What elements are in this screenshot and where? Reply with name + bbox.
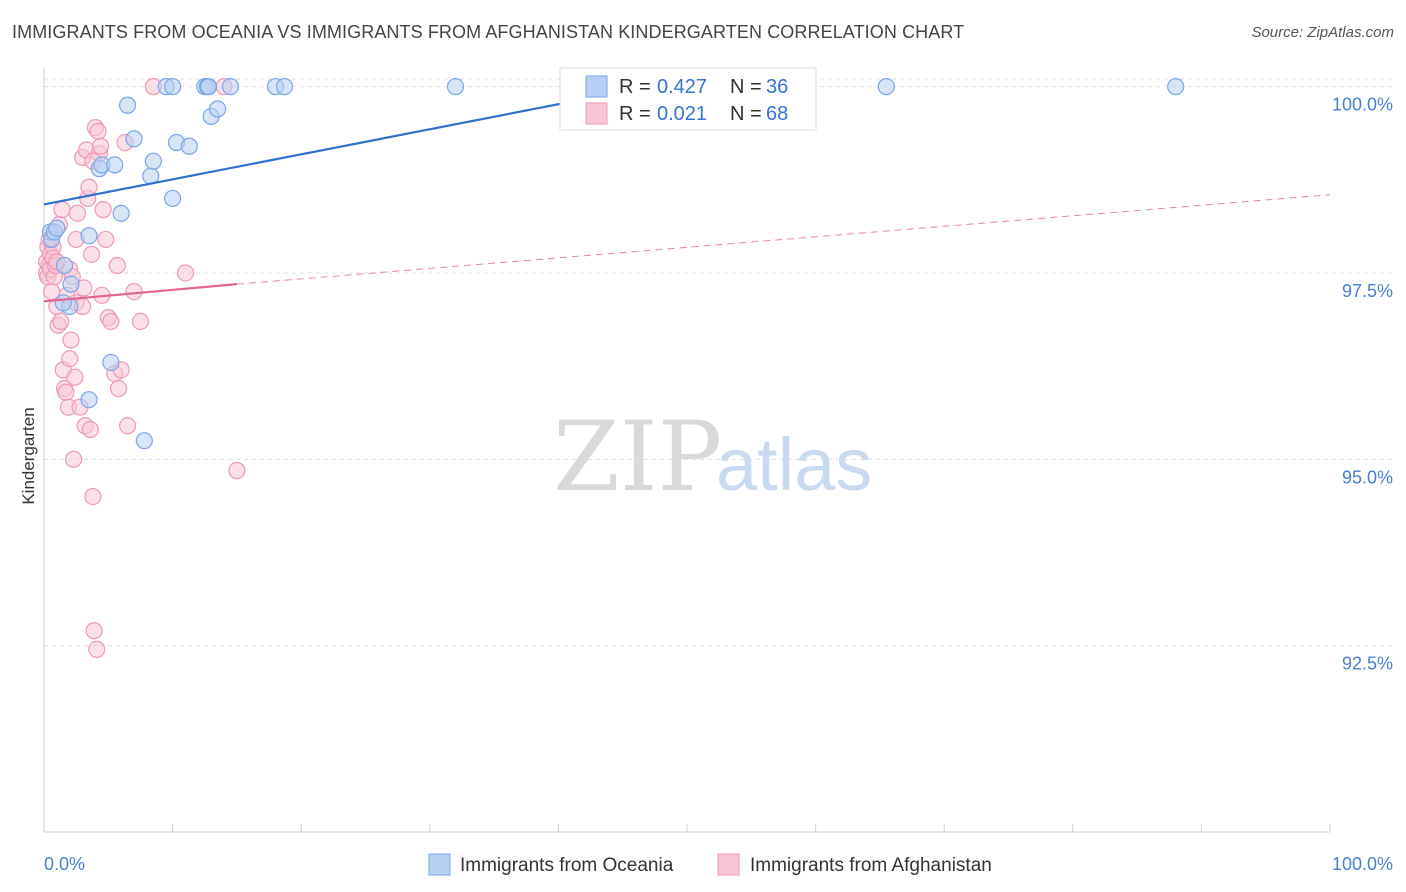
afghanistan-point-30 [68, 204, 87, 222]
bottom-legend-swatch-oceania [428, 853, 451, 876]
y-tick-label-2: 95.0% [1342, 467, 1393, 487]
afghanistan-point-59 [131, 312, 150, 331]
afghanistan-point-41 [84, 487, 102, 506]
afghanistan-point-48 [94, 201, 112, 219]
afghanistan-point-22 [61, 350, 79, 368]
oceania-point-34 [102, 353, 120, 372]
afghanistan-point-51 [102, 312, 120, 331]
y-tick-label-1: 97.5% [1342, 281, 1393, 301]
afghanistan-point-16 [53, 201, 71, 219]
afghanistan-point-58 [125, 283, 143, 301]
afghanistan-point-15 [52, 312, 70, 331]
oceania-point-30 [446, 78, 465, 96]
x-tick-label-min: 0.0% [44, 854, 85, 874]
afghanistan-point-26 [64, 450, 83, 468]
afghanistan-point-45 [89, 122, 107, 140]
series-afghanistan-points [37, 78, 246, 658]
afghanistan-point-38 [80, 178, 98, 196]
watermark-zip: ZIP [553, 401, 722, 513]
oceania-point-4 [55, 256, 74, 275]
stats-legend: R = 0.427 N = 36 R = 0.021 N = 68 [559, 67, 817, 131]
oceania-point-27 [221, 78, 240, 96]
afghanistan-point-63 [228, 461, 246, 480]
legend-swatch-oceania [585, 75, 608, 98]
legend-swatch-afghanistan [585, 102, 608, 125]
oceania-point-33 [80, 391, 98, 409]
oceania-point-14 [135, 432, 153, 450]
legend-oceania-n-value: 36 [766, 76, 788, 98]
afghanistan-point-40 [82, 245, 101, 263]
afghanistan-point-47 [91, 137, 110, 155]
y-axis-label: Kindergarten [19, 407, 38, 504]
bottom-legend-swatch-afghanistan [717, 853, 740, 876]
legend-oceania-n-label: N = [730, 76, 762, 98]
afghanistan-trend-line [43, 283, 237, 303]
afghanistan-point-54 [109, 379, 128, 398]
x-ticks [43, 824, 1331, 832]
afghanistan-point-53 [108, 256, 126, 275]
y-tick-labels: 100.0% 97.5% 95.0% 92.5% [1332, 95, 1393, 674]
series-oceania-points [41, 78, 1185, 450]
watermark-atlas: atlas [716, 423, 872, 506]
oceania-point-26 [209, 100, 227, 118]
legend-afghanistan-r-value: 0.021 [657, 103, 707, 125]
chart-title: IMMIGRANTS FROM OCEANIA VS IMMIGRANTS FR… [12, 22, 965, 42]
legend-afghanistan-r-label: R = [619, 103, 651, 125]
bottom-legend-label-afghanistan: Immigrants from Afghanistan [750, 855, 992, 876]
oceania-point-21 [180, 137, 198, 155]
afghanistan-point-39 [81, 420, 99, 439]
oceania-point-19 [164, 189, 182, 208]
afghanistan-point-44 [88, 640, 106, 658]
legend-afghanistan-n-value: 68 [766, 103, 788, 125]
oceania-point-6 [62, 275, 80, 293]
oceania-point-29 [275, 78, 294, 96]
afghanistan-point-57 [118, 417, 137, 435]
legend-oceania-r-label: R = [619, 76, 651, 98]
oceania-point-16 [144, 152, 162, 170]
afghanistan-point-49 [97, 230, 115, 249]
afghanistan-point-19 [57, 383, 75, 401]
oceania-point-11 [112, 204, 130, 222]
legend-oceania-r-value: 0.427 [657, 76, 707, 98]
afghanistan-point-61 [176, 264, 195, 282]
source-credit: Source: ZipAtlas.com [1251, 24, 1394, 41]
oceania-point-18 [164, 78, 182, 96]
oceania-point-31 [877, 78, 895, 96]
oceania-point-24 [200, 78, 218, 96]
y-tick-label-0: 100.0% [1332, 95, 1393, 115]
bottom-legend: Immigrants from Oceania Immigrants from … [428, 853, 992, 876]
afghanistan-point-27 [66, 368, 84, 386]
oceania-point-32 [1167, 78, 1185, 96]
oceania-point-12 [118, 96, 137, 114]
y-tick-label-3: 92.5% [1342, 654, 1393, 674]
bottom-legend-label-oceania: Immigrants from Oceania [460, 855, 674, 876]
x-tick-label-max: 100.0% [1332, 854, 1393, 874]
legend-afghanistan-n-label: N = [730, 103, 762, 125]
oceania-point-7 [80, 227, 98, 245]
afghanistan-point-42 [85, 622, 103, 640]
oceania-point-35 [54, 294, 72, 312]
oceania-point-10 [106, 156, 124, 174]
afghanistan-point-24 [62, 331, 80, 349]
afghanistan-trend-extension [236, 194, 1331, 285]
oceania-point-3 [48, 219, 66, 237]
oceania-point-13 [125, 130, 143, 148]
